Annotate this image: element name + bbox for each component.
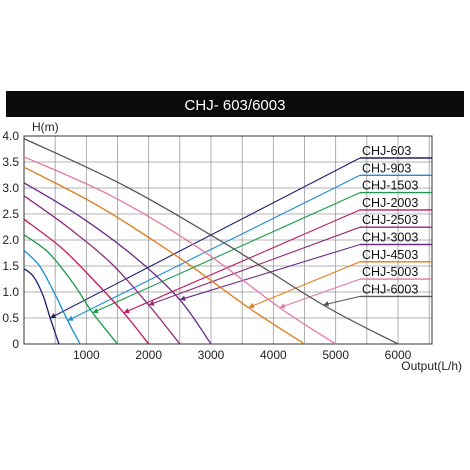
x-axis-label: Output(L/h) <box>401 359 462 373</box>
legend-label-chj-5003: CHJ-5003 <box>362 265 418 279</box>
legend-label-chj-1503: CHJ-1503 <box>362 179 418 193</box>
leader-line-chj-1503 <box>92 192 361 314</box>
legend-label-chj-603: CHJ-603 <box>362 144 411 158</box>
grid <box>24 135 432 344</box>
legend-label-chj-903: CHJ-903 <box>362 161 411 175</box>
leader-arrow-chj-6003 <box>323 301 330 307</box>
legend-label-chj-4503: CHJ-4503 <box>362 248 418 262</box>
x-tick-labels: 1000 2000 3000 4000 5000 6000 <box>73 348 412 362</box>
curve-chj-603 <box>23 268 60 345</box>
legend-label-chj-6003: CHJ-6003 <box>362 282 418 296</box>
y-tick-label: 0.5 <box>2 311 19 325</box>
legend: CHJ-603 CHJ-903 CHJ-1503 CHJ-2003 CHJ-2503 CH… <box>360 144 432 298</box>
x-tick-label: 3000 <box>198 348 225 362</box>
curve-chj-2503 <box>23 195 181 345</box>
y-tick-label: 2.0 <box>2 233 19 247</box>
leader-arrow-chj-4503 <box>248 303 255 309</box>
leader-arrow-chj-2503 <box>148 300 155 306</box>
leader-arrow-chj-2003 <box>123 308 130 314</box>
pump-curves <box>23 138 399 345</box>
curve-chj-4503 <box>23 166 305 345</box>
curve-chj-1503 <box>23 234 119 345</box>
y-tick-label: 2.5 <box>2 207 19 221</box>
leader-line-chj-903 <box>67 174 361 322</box>
leader-line-chj-2003 <box>123 209 361 314</box>
leader-arrow-chj-903 <box>67 315 74 321</box>
chart-title: CHJ- 603/6003 <box>185 97 286 114</box>
x-tick-label: 4000 <box>260 348 287 362</box>
plot-frame <box>23 135 433 345</box>
leader-arrow-chj-1503 <box>92 308 99 314</box>
leader-line-chj-603 <box>49 157 361 319</box>
axes <box>23 135 433 345</box>
curve-chj-5003 <box>23 156 337 345</box>
curve-chj-3003 <box>23 182 212 345</box>
curve-chj-2003 <box>23 218 150 345</box>
leader-line-chj-2503 <box>148 226 361 306</box>
y-tick-label: 3.5 <box>2 155 19 169</box>
x-tick-label: 1000 <box>73 348 100 362</box>
leader-line-chj-4503 <box>248 261 361 309</box>
y-tick-label: 3.0 <box>2 181 19 195</box>
legend-label-chj-2503: CHJ-2503 <box>362 213 418 227</box>
x-tick-label: 2000 <box>135 348 162 362</box>
y-tick-label: 0 <box>12 337 19 351</box>
y-tick-labels: 0 0.5 1.0 1.5 2.0 2.5 3.0 3.5 4.0 <box>2 129 19 351</box>
leader-arrow-chj-5003 <box>279 303 286 309</box>
curve-chj-6003 <box>23 138 399 345</box>
title-bar <box>6 91 464 117</box>
legend-label-chj-3003: CHJ-3003 <box>362 231 418 245</box>
y-tick-label: 1.5 <box>2 259 19 273</box>
leader-arrow-chj-3003 <box>179 295 186 301</box>
legend-label-chj-2003: CHJ-2003 <box>362 196 418 210</box>
y-tick-label: 1.0 <box>2 285 19 299</box>
curve-chj-903 <box>23 249 81 345</box>
leader-line-chj-5003 <box>279 278 361 309</box>
x-tick-label: 5000 <box>322 348 349 362</box>
leader-line-chj-6003 <box>323 295 361 306</box>
leader-arrow-chj-603 <box>50 313 57 318</box>
x-tick-label: 6000 <box>385 348 412 362</box>
y-tick-label: 4.0 <box>2 129 19 143</box>
y-axis-label: H(m) <box>32 120 59 134</box>
